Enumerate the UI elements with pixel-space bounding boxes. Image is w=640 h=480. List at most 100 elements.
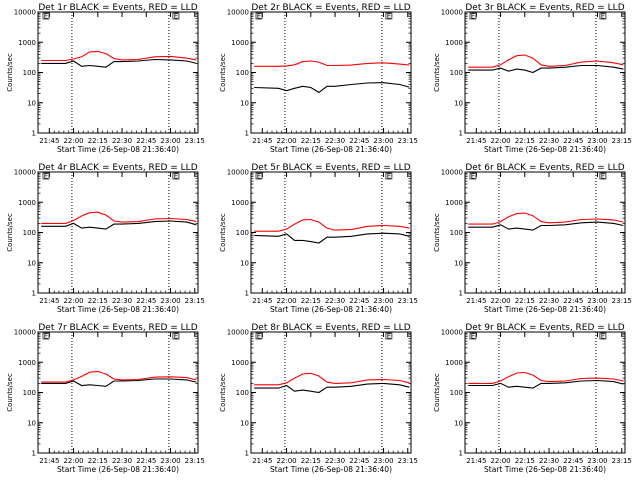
x-tick-label: 22:00 xyxy=(276,457,296,465)
x-tick-label: 22:00 xyxy=(276,137,296,145)
x-tick-label: 21:45 xyxy=(39,457,59,465)
y-tick-label: 10000 xyxy=(441,169,463,177)
legend-marker-glyph: E xyxy=(471,172,475,180)
y-tick-label: 10 xyxy=(454,259,463,267)
legend-marker-glyph: E xyxy=(257,332,261,340)
legend-marker-glyph: E xyxy=(387,332,391,340)
x-tick-label: 23:00 xyxy=(160,137,180,145)
x-tick-label: 22:00 xyxy=(490,297,510,305)
y-tick-label: 10000 xyxy=(14,329,36,337)
panel-det-6: Det 6r BLACK = Events, RED = LLD 1 10 100 10… xyxy=(433,163,632,314)
y-tick-label: 10 xyxy=(27,99,36,107)
plot-frame xyxy=(250,11,412,134)
plot-frame xyxy=(37,331,199,454)
y-tick-label: 100 xyxy=(23,389,36,397)
y-tick-label: 1000 xyxy=(231,359,249,367)
legend-marker-glyph: E xyxy=(601,332,605,340)
legend-marker-box xyxy=(385,172,393,180)
y-axis-title: Counts/sec xyxy=(433,213,441,252)
y-tick-label: 100 xyxy=(23,69,36,77)
plot-frame xyxy=(37,11,199,134)
y-tick-label: 10000 xyxy=(227,169,249,177)
panel-det-7: Det 7r BLACK = Events, RED = LLD 1 10 100 10… xyxy=(6,323,205,474)
x-tick-label: 21:45 xyxy=(252,297,272,305)
legend-marker-box xyxy=(42,172,50,180)
x-tick-label: 21:45 xyxy=(39,137,59,145)
y-tick-label: 100 xyxy=(236,69,249,77)
chart-title: Det 4r BLACK = Events, RED = LLD xyxy=(38,163,197,173)
x-tick-label: 23:15 xyxy=(185,137,205,145)
y-tick-label: 10 xyxy=(454,419,463,427)
y-tick-label: 100 xyxy=(450,229,463,237)
x-tick-label: 22:15 xyxy=(515,457,535,465)
y-tick-label: 10000 xyxy=(227,9,249,17)
chart-title: Det 8r BLACK = Events, RED = LLD xyxy=(251,323,410,333)
y-tick-label: 1 xyxy=(459,450,463,458)
legend-marker-box xyxy=(599,332,607,340)
x-tick-label: 22:30 xyxy=(539,457,559,465)
series-line-red xyxy=(254,218,410,232)
y-tick-label: 100 xyxy=(236,389,249,397)
y-tick-label: 1 xyxy=(459,290,463,298)
x-tick-label: 23:00 xyxy=(160,297,180,305)
plot-frame xyxy=(250,331,412,454)
x-tick-label: 22:15 xyxy=(515,297,535,305)
x-tick-label: 22:00 xyxy=(63,137,83,145)
series-line-black xyxy=(254,382,410,394)
series-line-black xyxy=(468,221,624,231)
y-tick-label: 1 xyxy=(245,130,249,138)
x-axis-title: Start Time (26-Sep-08 21:36:40) xyxy=(270,465,392,474)
x-axis-title: Start Time (26-Sep-08 21:36:40) xyxy=(57,305,179,314)
x-tick-label: 22:30 xyxy=(325,137,345,145)
legend-marker-box xyxy=(385,332,393,340)
panel-det-5: Det 5r BLACK = Events, RED = LLD 1 10 100 10… xyxy=(219,163,418,314)
y-tick-label: 1 xyxy=(32,130,36,138)
plot-frame xyxy=(464,331,626,454)
x-tick-label: 22:30 xyxy=(539,137,559,145)
x-axis-title: Start Time (26-Sep-08 21:36:40) xyxy=(270,305,392,314)
y-tick-label: 1000 xyxy=(18,199,36,207)
y-axis-title: Counts/sec xyxy=(6,53,14,92)
x-tick-label: 22:00 xyxy=(276,297,296,305)
panel-det-3: Det 3r BLACK = Events, RED = LLD 1 10 100 10… xyxy=(433,3,632,154)
x-tick-label: 22:00 xyxy=(490,137,510,145)
x-axis-title: Start Time (26-Sep-08 21:36:40) xyxy=(270,145,392,154)
series-line-red xyxy=(41,211,197,224)
chart-title: Det 3r BLACK = Events, RED = LLD xyxy=(465,3,624,13)
series-line-black xyxy=(468,379,624,389)
legend-marker-box xyxy=(172,12,180,20)
y-tick-label: 1000 xyxy=(231,39,249,47)
legend-marker-box xyxy=(255,332,263,340)
x-tick-label: 22:45 xyxy=(349,457,369,465)
y-tick-label: 1000 xyxy=(18,39,36,47)
chart-title: Det 1r BLACK = Events, RED = LLD xyxy=(38,3,197,13)
panel-det-2: Det 2r BLACK = Events, RED = LLD 1 10 100 10… xyxy=(219,3,418,154)
y-axis-title: Counts/sec xyxy=(6,213,14,252)
y-axis-title: Counts/sec xyxy=(219,53,227,92)
x-tick-label: 22:30 xyxy=(539,297,559,305)
x-tick-label: 23:00 xyxy=(587,297,607,305)
legend-marker-box xyxy=(42,332,50,340)
chart-title: Det 5r BLACK = Events, RED = LLD xyxy=(251,163,410,173)
legend-marker-glyph: E xyxy=(471,332,475,340)
x-tick-label: 23:00 xyxy=(587,457,607,465)
x-tick-label: 22:15 xyxy=(88,137,108,145)
y-axis-title: Counts/sec xyxy=(219,213,227,252)
x-tick-label: 22:00 xyxy=(63,457,83,465)
x-tick-label: 22:30 xyxy=(112,457,132,465)
legend-marker-glyph: E xyxy=(44,12,48,20)
y-tick-label: 10000 xyxy=(441,329,463,337)
legend-marker-glyph: E xyxy=(257,172,261,180)
x-tick-label: 22:15 xyxy=(301,297,321,305)
legend-marker-glyph: E xyxy=(387,172,391,180)
plot-frame xyxy=(464,11,626,134)
y-tick-label: 1 xyxy=(32,450,36,458)
x-tick-label: 23:15 xyxy=(185,297,205,305)
x-tick-label: 23:00 xyxy=(373,137,393,145)
legend-marker-glyph: E xyxy=(601,12,605,20)
legend-marker-glyph: E xyxy=(44,172,48,180)
panel-det-8: Det 8r BLACK = Events, RED = LLD 1 10 100 10… xyxy=(219,323,418,474)
legend-marker-glyph: E xyxy=(174,172,178,180)
x-tick-label: 22:45 xyxy=(563,297,583,305)
y-tick-label: 1000 xyxy=(445,39,463,47)
